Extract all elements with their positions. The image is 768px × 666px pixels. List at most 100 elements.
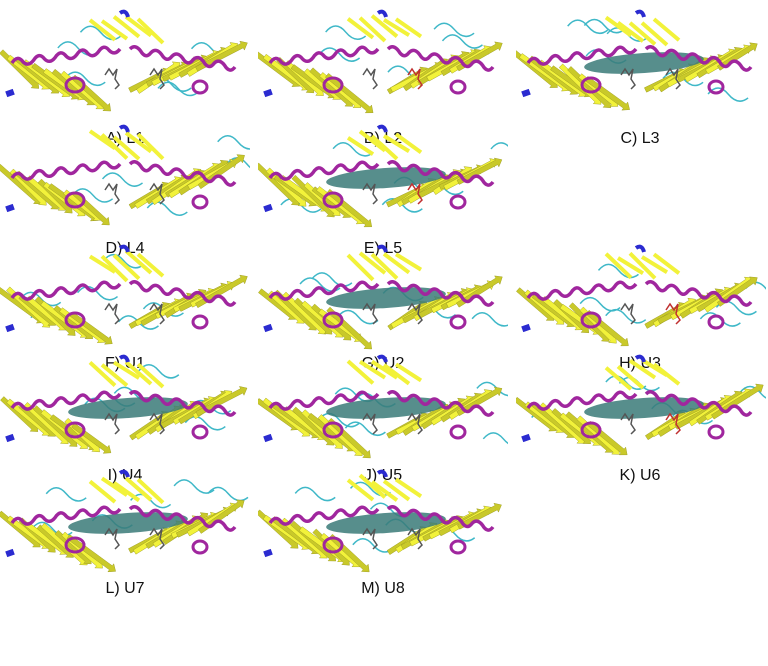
alpha-helix <box>449 79 467 95</box>
ligand <box>362 182 378 205</box>
ligand <box>407 302 423 325</box>
terminus <box>376 354 388 363</box>
protein-ribbon-render <box>258 124 508 228</box>
protein-ribbon-render <box>0 244 248 345</box>
coil-loop <box>76 285 119 301</box>
ligand <box>362 412 378 435</box>
protein-ribbon-render <box>0 469 249 573</box>
protein-structure-panel <box>0 350 250 465</box>
ligand <box>620 412 636 435</box>
beta-strand <box>382 252 411 275</box>
ligand <box>104 67 120 90</box>
beta-strand <box>370 134 399 161</box>
ligand <box>665 67 681 90</box>
beta-strand <box>71 422 112 454</box>
panel-label: K) U6 <box>619 467 661 484</box>
alpha-helix <box>191 539 209 555</box>
alpha-helix <box>64 536 86 554</box>
beta-strand <box>616 21 645 43</box>
coil-loop <box>597 263 639 279</box>
coil-loop <box>138 364 180 379</box>
alpha-helix <box>322 421 344 439</box>
protein-structure-panel <box>0 120 250 235</box>
protein-structure-panel <box>258 350 508 465</box>
terminus <box>118 244 130 253</box>
beta-strand <box>88 18 117 42</box>
beta-strand <box>124 15 153 38</box>
beta-strand <box>382 363 411 386</box>
alpha-helix <box>526 390 638 411</box>
beta-strand <box>112 481 141 503</box>
ligand <box>665 412 681 435</box>
beta-strand <box>604 252 633 280</box>
alpha-helix <box>128 45 237 72</box>
beta-strand <box>124 476 153 502</box>
coil-loop <box>567 19 609 35</box>
beta-strand <box>124 360 153 386</box>
terminus <box>376 244 388 253</box>
molecular-surface <box>326 512 446 534</box>
beta-strand <box>346 17 375 40</box>
protein-ribbon-render <box>0 354 248 454</box>
alpha-helix <box>644 390 753 417</box>
ligand <box>104 412 120 435</box>
terminus <box>263 433 273 443</box>
coil-loop <box>337 309 379 325</box>
terminus <box>376 124 388 133</box>
terminus <box>263 323 273 333</box>
beta-strand <box>370 359 399 380</box>
terminus <box>634 9 646 18</box>
ligand <box>149 67 165 90</box>
beta-strand <box>616 365 645 390</box>
alpha-helix <box>268 505 380 526</box>
terminus <box>118 469 130 478</box>
beta-strand <box>69 311 113 345</box>
terminus <box>118 124 130 133</box>
terminus <box>521 433 531 443</box>
panel-label: C) L3 <box>620 130 660 147</box>
ligand <box>104 527 120 550</box>
protein-structure-panel <box>0 240 250 355</box>
coil-loop <box>318 412 360 428</box>
ligand <box>104 182 120 205</box>
terminus <box>634 244 646 253</box>
coil-loop <box>319 47 361 62</box>
coil-loop <box>325 25 367 40</box>
beta-strand <box>394 132 423 154</box>
alpha-helix <box>644 280 753 307</box>
ligand <box>407 527 423 550</box>
beta-strand <box>358 251 387 275</box>
beta-strand <box>66 534 116 573</box>
beta-strand <box>628 251 657 280</box>
beta-strand <box>652 17 681 42</box>
protein-ribbon-render <box>516 354 766 456</box>
alpha-helix <box>580 311 602 329</box>
molecular-surface <box>326 397 446 419</box>
molecular-surface <box>584 52 704 74</box>
molecular-surface <box>68 397 188 419</box>
beta-strand <box>124 131 153 154</box>
ligand <box>149 302 165 325</box>
beta-strand <box>346 359 375 385</box>
alpha-helix <box>386 280 495 307</box>
panel-label: M) U8 <box>361 580 405 597</box>
alpha-helix <box>10 390 122 411</box>
protein-structure-panel <box>258 120 508 235</box>
panel-label: L) U7 <box>105 580 145 597</box>
beta-strand <box>394 362 423 383</box>
alpha-helix <box>64 421 86 439</box>
alpha-helix <box>707 424 725 440</box>
protein-structure-panel <box>258 5 508 120</box>
beta-strand <box>370 480 399 502</box>
protein-structure-panel <box>258 240 508 355</box>
beta-strand <box>136 132 165 161</box>
alpha-helix <box>449 424 467 440</box>
beta-strand <box>112 15 141 39</box>
coil-loop <box>217 135 250 150</box>
beta-strand <box>370 14 399 38</box>
molecular-surface <box>68 512 188 534</box>
alpha-helix <box>580 421 602 439</box>
alpha-helix <box>191 424 209 440</box>
beta-strand <box>88 479 117 504</box>
alpha-helix <box>386 45 495 72</box>
